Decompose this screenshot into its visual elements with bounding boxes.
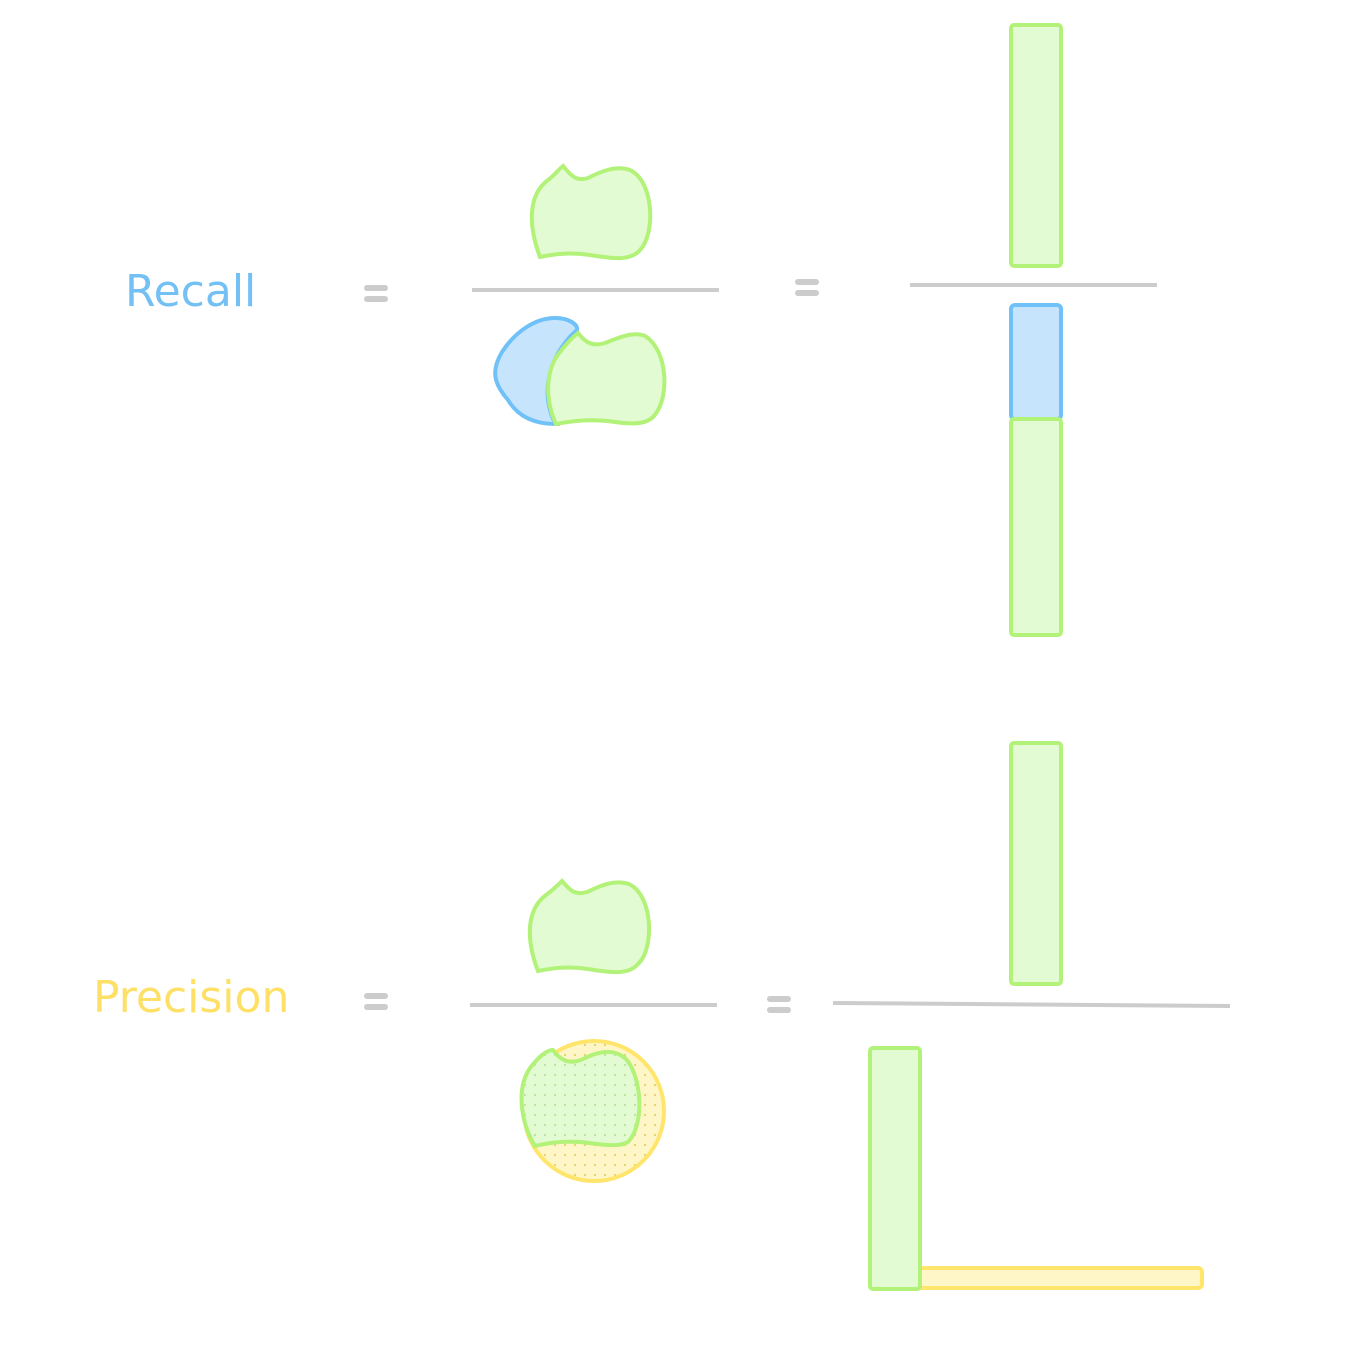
recall-denominator-true-positive-blob xyxy=(548,333,664,424)
recall-true-positive-blob xyxy=(532,166,650,258)
precision-numerator-bar xyxy=(1011,743,1061,984)
precision-true-positive-blob xyxy=(530,881,649,972)
precision-denominator-true-positive-blob xyxy=(522,1050,640,1146)
recall-equals-sign-2 xyxy=(798,282,816,293)
precision-fraction-bar-2 xyxy=(833,1003,1230,1006)
precision-equals-sign-1 xyxy=(367,996,385,1007)
precision-equals-sign-2 xyxy=(770,999,788,1010)
precision-denominator-true-positive-bar xyxy=(870,1048,920,1289)
recall-denominator-true-positive-bar xyxy=(1011,419,1061,635)
precision-false-positive-bar xyxy=(915,1268,1202,1288)
recall-false-negative-bar xyxy=(1011,305,1061,419)
recall-numerator-bar xyxy=(1011,25,1061,266)
recall-equals-sign-1 xyxy=(367,288,385,299)
